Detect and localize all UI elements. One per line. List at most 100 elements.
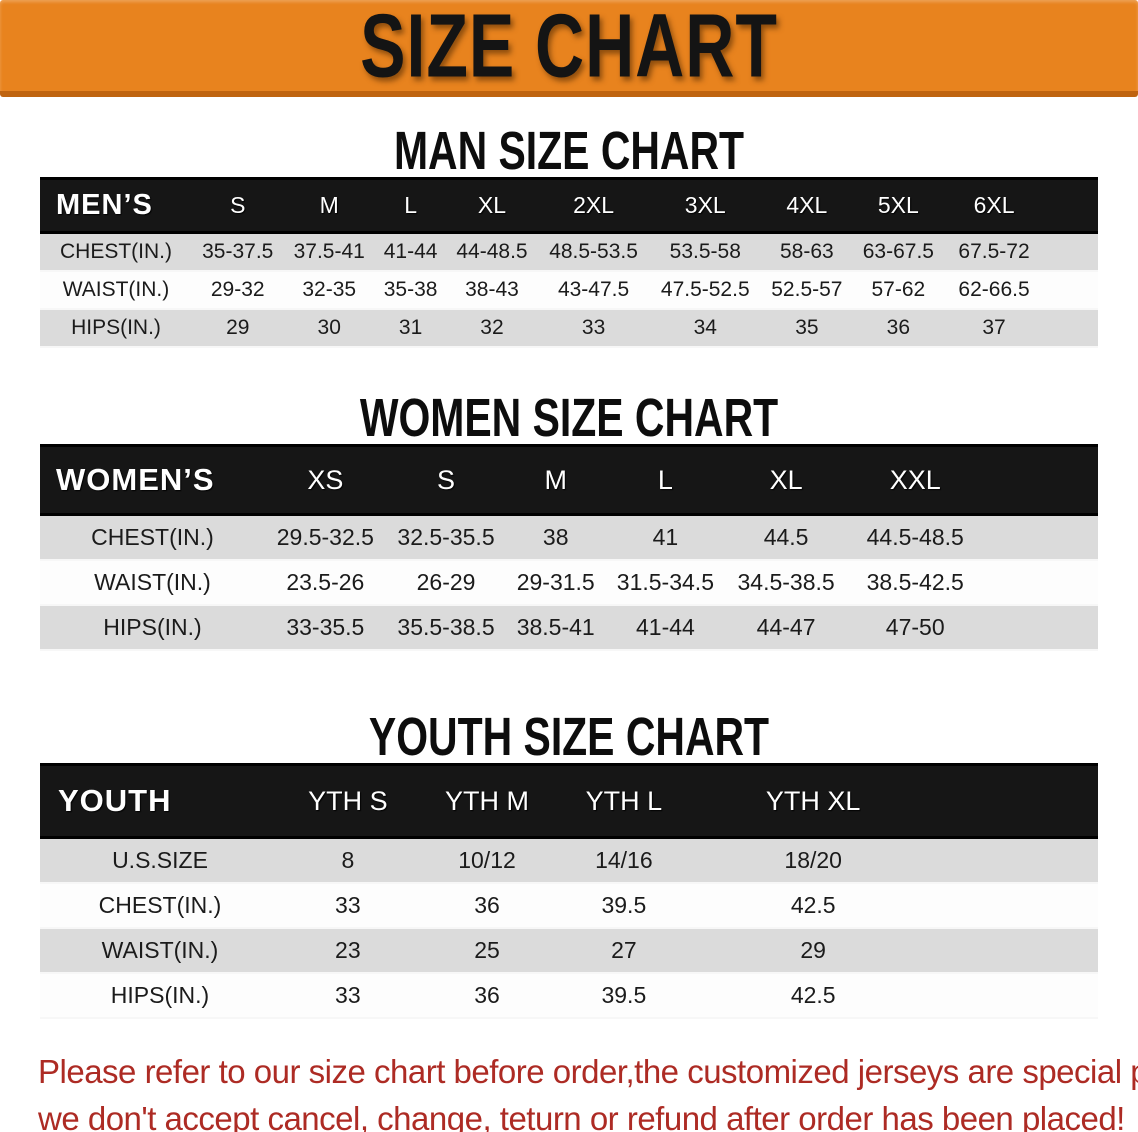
size-value-cell: 42.5 (689, 883, 1098, 929)
size-value-cell: 33-35.5 (265, 605, 386, 651)
size-value-cell: 29 (689, 928, 1098, 974)
size-value-cell: 10/12 (415, 837, 559, 884)
size-value-cell: 33 (537, 309, 650, 348)
size-header-cell: YTH M (415, 763, 559, 839)
table-row: WAIST(IN.) 29-32 32-35 35-38 38-43 43-47.5 47.… (40, 271, 1098, 310)
size-value-cell: 32 (446, 309, 538, 348)
size-value-cell: 44.5 (725, 514, 847, 561)
table-header-row: YOUTH YTH S YTH M YTH L YTH XL (40, 763, 1098, 839)
table-row: WAIST(IN.) 23.5-26 26-29 29-31.5 31.5-34.5 34… (40, 560, 1098, 606)
size-value-cell: 58-63 (761, 232, 853, 272)
men-size-chart-section: MAN SIZE CHART MEN’S S M L XL 2XL 3XL 4XL 5XL 6XL… (0, 122, 1138, 348)
men-section-title: MAN SIZE CHART (393, 121, 745, 182)
size-value-cell: 36 (852, 309, 945, 348)
category-header-cell: MEN’S (40, 177, 192, 234)
size-header-cell: YTH S (280, 763, 416, 839)
size-value-cell: 29.5-32.5 (265, 514, 386, 561)
size-header-cell: M (283, 177, 375, 234)
disclaimer-note: Please refer to our size chart before or… (0, 1049, 1138, 1132)
size-value-cell: 35-38 (374, 271, 447, 310)
size-value-cell: 36 (415, 973, 559, 1019)
youth-size-chart-section: YOUTH SIZE CHART YOUTH YTH S YTH M YTH L YTH… (0, 708, 1138, 1019)
size-value-cell: 35 (761, 309, 853, 348)
women-section-title: WOMEN SIZE CHART (359, 388, 779, 449)
measurement-label-cell: WAIST(IN.) (40, 271, 192, 310)
size-header-cell: YTH L (558, 763, 690, 839)
table-row: CHEST(IN.) 33 36 39.5 42.5 (40, 883, 1098, 929)
size-value-cell: 48.5-53.5 (537, 232, 650, 272)
size-header-cell: L (605, 444, 726, 516)
table-row: U.S.SIZE 8 10/12 14/16 18/20 (40, 837, 1098, 884)
size-value-cell: 44.5-48.5 (846, 514, 1098, 561)
size-value-cell: 38.5-41 (506, 605, 606, 651)
measurement-label-cell: CHEST(IN.) (40, 232, 192, 272)
banner: SIZE CHART (0, 0, 1138, 97)
size-value-cell: 14/16 (558, 837, 690, 884)
size-value-cell: 53.5-58 (649, 232, 762, 272)
size-value-cell: 39.5 (558, 883, 690, 929)
size-header-cell: 6XL (944, 177, 1098, 234)
size-value-cell: 26-29 (385, 560, 507, 606)
disclaimer-line-2: we don't accept cancel, change, teturn o… (38, 1099, 1125, 1132)
size-header-cell: YTH XL (689, 763, 1098, 839)
size-header-cell: L (374, 177, 447, 234)
size-value-cell: 31.5-34.5 (605, 560, 726, 606)
size-value-cell: 37 (944, 309, 1098, 348)
table-row: HIPS(IN.) 33-35.5 35.5-38.5 38.5-41 41-44 44-… (40, 605, 1098, 651)
size-value-cell: 23.5-26 (265, 560, 386, 606)
size-value-cell: 30 (283, 309, 375, 348)
size-header-cell: XXL (846, 444, 1098, 516)
size-value-cell: 35-37.5 (192, 232, 284, 272)
page-title: SIZE CHART (360, 0, 778, 97)
size-value-cell: 47-50 (846, 605, 1098, 651)
youth-size-table: YOUTH YTH S YTH M YTH L YTH XL U.S.SIZE 8 10/12… (40, 763, 1098, 1019)
size-value-cell: 57-62 (852, 271, 945, 310)
size-value-cell: 38-43 (446, 271, 538, 310)
size-value-cell: 8 (280, 837, 416, 884)
size-value-cell: 32.5-35.5 (385, 514, 507, 561)
size-header-cell: M (506, 444, 606, 516)
size-header-cell: 3XL (649, 177, 762, 234)
size-header-cell: XL (725, 444, 847, 516)
size-header-cell: 5XL (852, 177, 945, 234)
size-value-cell: 67.5-72 (944, 232, 1098, 272)
disclaimer-line-1: Please refer to our size chart before or… (38, 1053, 1138, 1090)
size-value-cell: 41-44 (605, 605, 726, 651)
women-size-table: WOMEN’S XS S M L XL XXL CHEST(IN.) 29.5-32.5 32.5… (40, 444, 1098, 651)
size-value-cell: 43-47.5 (537, 271, 650, 310)
size-value-cell: 27 (558, 928, 690, 974)
size-header-cell: 2XL (537, 177, 650, 234)
measurement-label-cell: CHEST(IN.) (40, 883, 280, 929)
size-value-cell: 44-48.5 (446, 232, 538, 272)
youth-section-title: YOUTH SIZE CHART (368, 707, 770, 768)
size-value-cell: 41-44 (374, 232, 447, 272)
size-value-cell: 32-35 (283, 271, 375, 310)
table-row: HIPS(IN.) 33 36 39.5 42.5 (40, 973, 1098, 1019)
size-value-cell: 38.5-42.5 (846, 560, 1098, 606)
measurement-label-cell: HIPS(IN.) (40, 605, 265, 651)
table-header-row: MEN’S S M L XL 2XL 3XL 4XL 5XL 6XL (40, 177, 1098, 234)
size-value-cell: 29 (192, 309, 284, 348)
measurement-label-cell: WAIST(IN.) (40, 928, 280, 974)
size-value-cell: 39.5 (558, 973, 690, 1019)
size-value-cell: 63-67.5 (852, 232, 945, 272)
size-value-cell: 29-31.5 (506, 560, 606, 606)
size-value-cell: 34.5-38.5 (725, 560, 847, 606)
size-value-cell: 37.5-41 (283, 232, 375, 272)
size-value-cell: 35.5-38.5 (385, 605, 507, 651)
size-value-cell: 33 (280, 883, 416, 929)
size-value-cell: 25 (415, 928, 559, 974)
size-value-cell: 42.5 (689, 973, 1098, 1019)
size-header-cell: S (192, 177, 284, 234)
size-value-cell: 38 (506, 514, 606, 561)
size-value-cell: 47.5-52.5 (649, 271, 762, 310)
size-value-cell: 33 (280, 973, 416, 1019)
size-header-cell: XL (446, 177, 538, 234)
size-header-cell: XS (265, 444, 386, 516)
size-value-cell: 18/20 (689, 837, 1098, 884)
measurement-label-cell: WAIST(IN.) (40, 560, 265, 606)
size-value-cell: 34 (649, 309, 762, 348)
table-row: CHEST(IN.) 35-37.5 37.5-41 41-44 44-48.5 48.5… (40, 232, 1098, 272)
size-value-cell: 52.5-57 (761, 271, 853, 310)
